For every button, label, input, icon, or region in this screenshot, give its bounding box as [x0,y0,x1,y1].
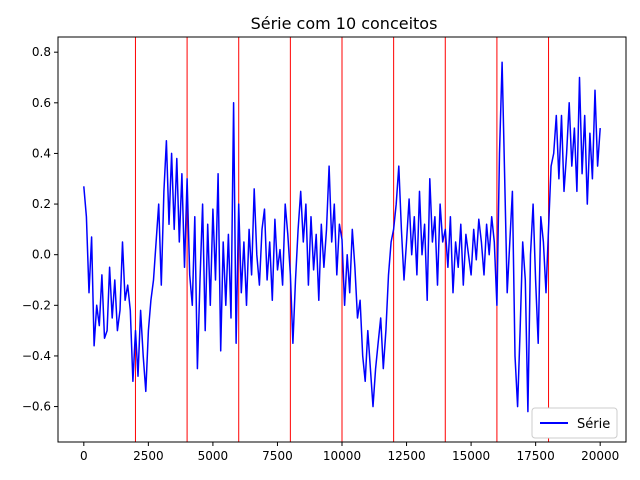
chart-title: Série com 10 conceitos [251,14,438,33]
x-tick-label: 20000 [581,449,619,463]
axes: 0 2500 5000 7500 10000 12500 15000 17500 20000 −0… [22,36,627,463]
legend-label-serie: Série [577,417,610,432]
y-tick-label: −0.2 [22,298,51,312]
y-tick-label: −0.6 [22,400,51,414]
y-tick-label: 0.2 [32,197,51,211]
x-tick-label: 17500 [517,449,555,463]
x-tick-label: 12500 [387,449,425,463]
x-tick-label: 5000 [198,449,229,463]
y-tick-label: 0.0 [32,248,51,262]
series-layer [83,61,601,413]
y-tick-label: 0.8 [32,45,51,59]
y-tick-label: 0.6 [32,96,51,110]
x-tick-label: 7500 [262,449,293,463]
legend-box [531,407,618,439]
x-tick-label: 15000 [452,449,490,463]
y-tick-label: 0.4 [32,146,51,160]
x-tick-label: 2500 [133,449,164,463]
series-line-1 [83,61,601,413]
legend: Série [531,407,618,439]
x-tick-label: 0 [80,449,88,463]
x-tick-label: 10000 [323,449,361,463]
y-tick-label: −0.4 [22,349,51,363]
